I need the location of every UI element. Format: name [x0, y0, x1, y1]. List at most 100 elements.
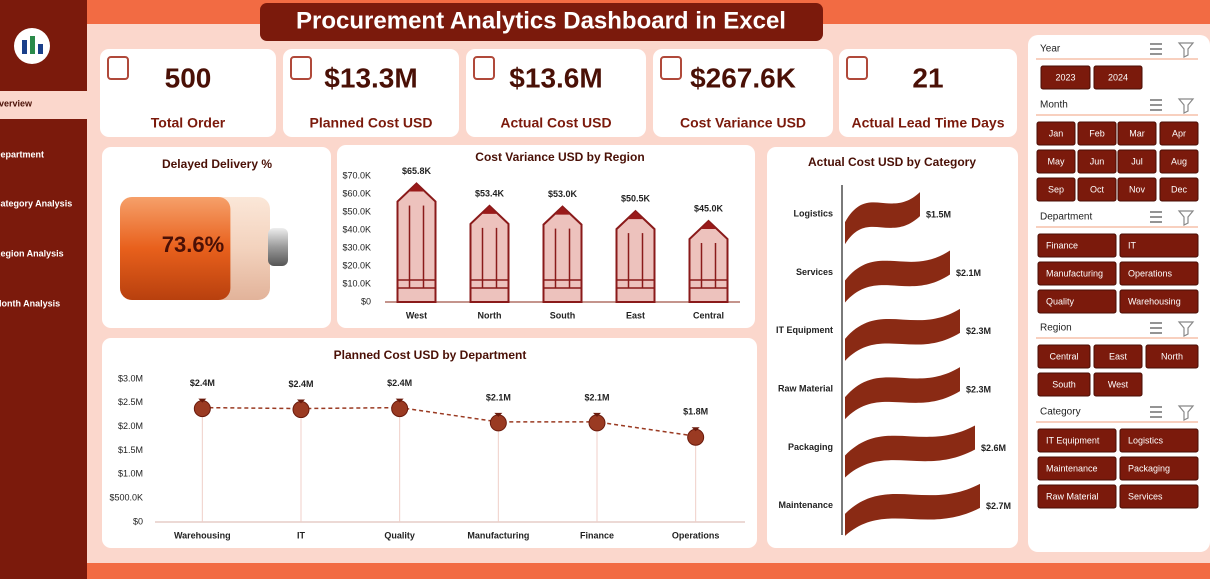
slicer-button[interactable]	[1093, 65, 1143, 90]
pencil-tip	[701, 221, 716, 229]
slicer-item[interactable]: Dec	[1171, 184, 1188, 194]
slicer-button[interactable]	[1159, 121, 1199, 146]
slicer-item[interactable]: 2023	[1055, 72, 1075, 82]
nav-item[interactable]: Overview	[0, 98, 33, 108]
slicer-item[interactable]: Aug	[1171, 156, 1187, 166]
slicer-item[interactable]: IT Equipment	[1046, 435, 1100, 445]
card	[839, 49, 1017, 137]
slicer-item[interactable]: Feb	[1089, 128, 1105, 138]
slicer-button[interactable]	[1037, 372, 1091, 397]
clear-filter-icon[interactable]	[1177, 98, 1195, 114]
slicer-button[interactable]	[1037, 428, 1117, 453]
slicer-button[interactable]	[1036, 149, 1076, 174]
slicer-button[interactable]	[1037, 344, 1091, 369]
kpi-value: $13.3M	[324, 62, 417, 93]
y-tick-label: $2.5M	[118, 397, 143, 407]
money-bag-top	[198, 398, 207, 403]
multi-select-icon[interactable]	[1150, 43, 1162, 55]
slicer-item[interactable]: Operations	[1128, 268, 1173, 278]
clear-filter-icon[interactable]	[1177, 321, 1195, 337]
slicer-button[interactable]	[1037, 233, 1117, 258]
value-label: $2.3M	[966, 385, 991, 395]
slicer-button[interactable]	[1117, 121, 1157, 146]
clear-filter-icon[interactable]	[1177, 405, 1195, 421]
slicer-button[interactable]	[1036, 121, 1076, 146]
slicer-button[interactable]	[1159, 149, 1199, 174]
nav-item[interactable]: Month Analysis	[0, 298, 60, 308]
y-tick-label: $500.0K	[109, 493, 143, 503]
multi-select-icon[interactable]	[1150, 211, 1162, 223]
slicer-item[interactable]: Finance	[1046, 240, 1078, 250]
slicer-item[interactable]: Maintenance	[1046, 463, 1098, 473]
kpi-value: $13.6M	[509, 62, 602, 93]
money-bag-marker	[193, 400, 211, 418]
slicer-button[interactable]	[1037, 456, 1117, 481]
multi-select-icon[interactable]	[1150, 406, 1162, 418]
slicer-item[interactable]: Manufacturing	[1046, 268, 1103, 278]
flag-bar	[845, 367, 960, 420]
slicer-item[interactable]: 2024	[1108, 72, 1128, 82]
slicer-button[interactable]	[1036, 177, 1076, 202]
logo-mark	[38, 44, 43, 54]
value-label: $2.6M	[981, 443, 1006, 453]
slicer-item[interactable]: Jun	[1090, 156, 1105, 166]
slicer-item[interactable]: May	[1047, 156, 1065, 166]
slicer-button[interactable]	[1037, 289, 1117, 314]
value-label: $50.5K	[621, 193, 651, 203]
slicer-button[interactable]	[1159, 177, 1199, 202]
category-label: Packaging	[788, 442, 833, 452]
nav-item[interactable]: Region Analysis	[0, 248, 64, 258]
pencil-bar	[469, 204, 510, 303]
slicer-item[interactable]: IT	[1128, 240, 1137, 250]
slicer-button[interactable]	[1040, 65, 1091, 90]
slicer-item[interactable]: Oct	[1090, 184, 1105, 194]
slicer-button[interactable]	[1077, 149, 1117, 174]
slicer-button[interactable]	[1077, 177, 1117, 202]
slicer-button[interactable]	[1119, 233, 1199, 258]
slicer-item[interactable]: Central	[1049, 351, 1078, 361]
slicer-item[interactable]: South	[1052, 379, 1076, 389]
flag-bar	[845, 425, 975, 478]
slicer-button[interactable]	[1119, 456, 1199, 481]
slicer-button[interactable]	[1119, 261, 1199, 286]
slicer-button[interactable]	[1093, 344, 1143, 369]
slicer-item[interactable]: Jan	[1049, 128, 1064, 138]
slicer-item[interactable]: Sep	[1048, 184, 1064, 194]
kpi-icon	[107, 56, 129, 80]
slicer-item[interactable]: Nov	[1129, 184, 1146, 194]
slicer-item[interactable]: West	[1108, 379, 1129, 389]
slicer-button[interactable]	[1077, 121, 1117, 146]
slicer-item[interactable]: Raw Material	[1046, 491, 1099, 501]
slicer-button[interactable]	[1093, 372, 1143, 397]
nav-item[interactable]: Category Analysis	[0, 198, 72, 208]
clear-filter-icon[interactable]	[1177, 210, 1195, 226]
slicer-item[interactable]: Mar	[1129, 128, 1145, 138]
multi-select-icon[interactable]	[1150, 322, 1162, 334]
slicer-button[interactable]	[1119, 289, 1199, 314]
slicer-item[interactable]: Warehousing	[1128, 296, 1181, 306]
slicer-item[interactable]: Packaging	[1128, 463, 1170, 473]
slicer-button[interactable]	[1119, 428, 1199, 453]
clear-filter-icon[interactable]	[1177, 42, 1195, 58]
slicer-item[interactable]: North	[1161, 351, 1183, 361]
flag-bar	[845, 250, 950, 303]
slicer-item[interactable]: Quality	[1046, 296, 1075, 306]
nav-item[interactable]: Department	[0, 149, 44, 159]
slicer-item[interactable]: Services	[1128, 491, 1163, 501]
slicer-button[interactable]	[1117, 177, 1157, 202]
slicer-button[interactable]	[1037, 484, 1117, 509]
slicer-button[interactable]	[1145, 344, 1199, 369]
slicer-item[interactable]: Logistics	[1128, 435, 1164, 445]
kpi-icon	[660, 56, 682, 80]
slicer-item[interactable]: Apr	[1172, 128, 1186, 138]
multi-select-icon[interactable]	[1150, 99, 1162, 111]
slicer-item[interactable]: Jul	[1131, 156, 1143, 166]
money-bag-marker	[292, 401, 310, 419]
slicer-button[interactable]	[1037, 261, 1117, 286]
slicer-button[interactable]	[1119, 484, 1199, 509]
slicer-item[interactable]: East	[1109, 351, 1128, 361]
logo-mark	[22, 40, 27, 54]
pencil-bar	[542, 205, 583, 303]
slicer-button[interactable]	[1117, 149, 1157, 174]
